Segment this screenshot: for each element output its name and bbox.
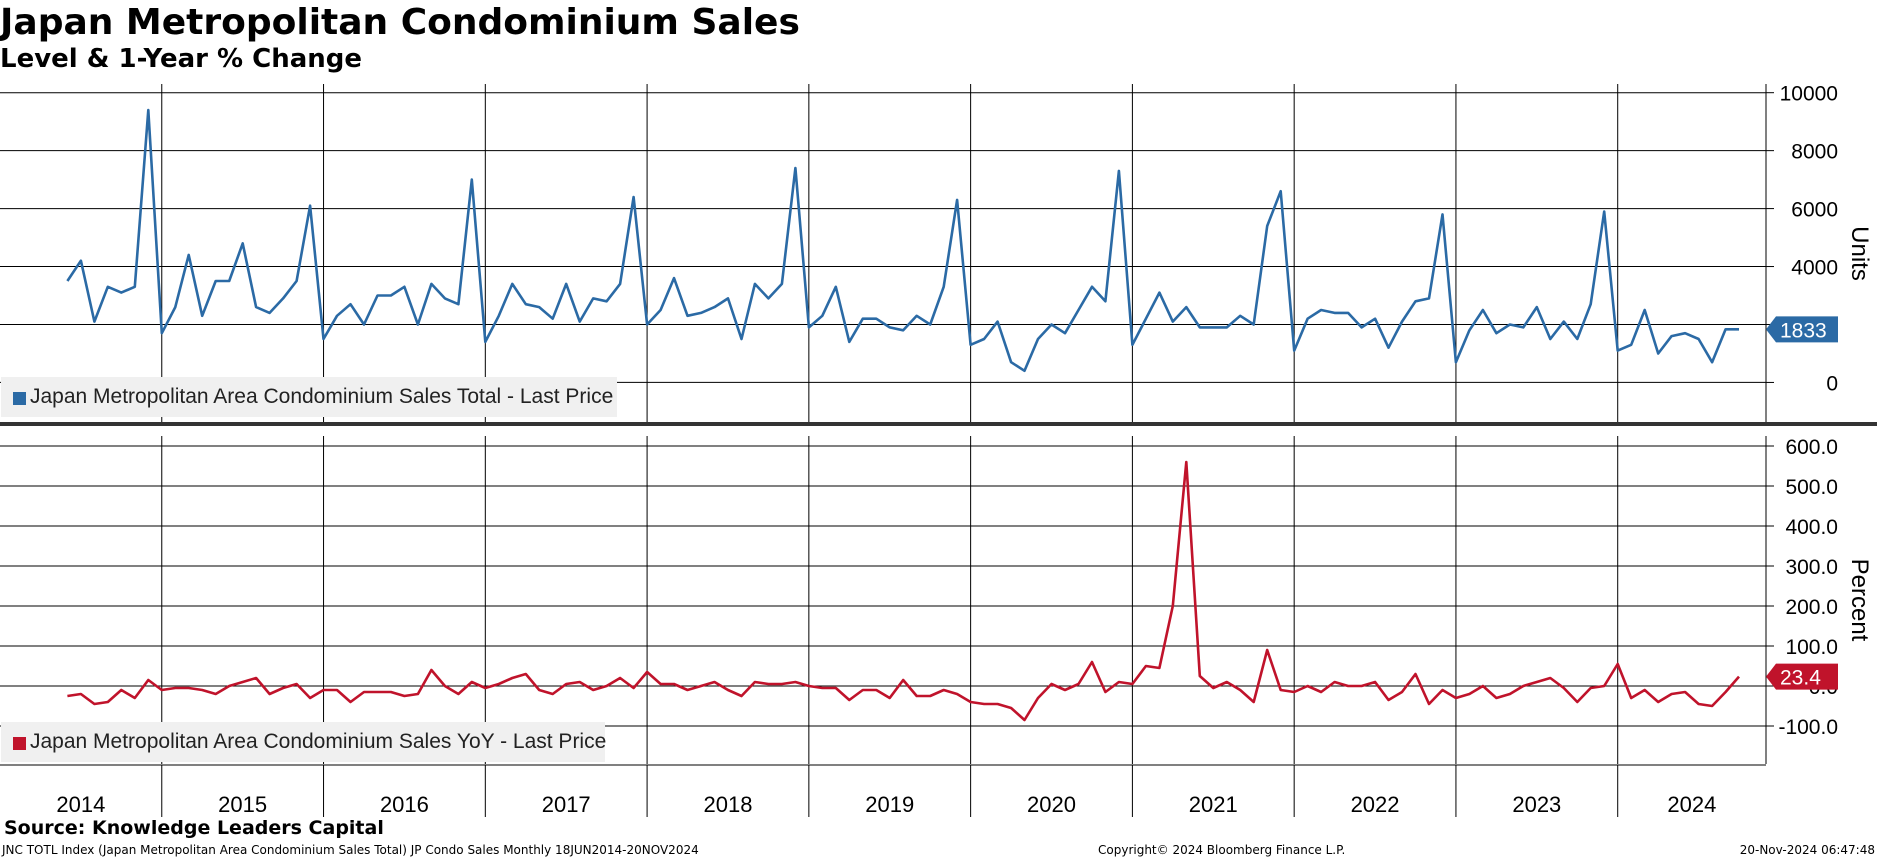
yoy-ytick-label: 300.0 — [1785, 556, 1838, 579]
yoy-ytick-label: 200.0 — [1785, 596, 1838, 619]
yoy-ytick-label: 600.0 — [1785, 436, 1838, 459]
level-ytick-label: 0 — [1826, 372, 1838, 395]
legend-yoy: Japan Metropolitan Area Condominium Sale… — [1, 722, 607, 762]
yoy-ytick-label: 400.0 — [1785, 516, 1838, 539]
index-info: JNC TOTL Index (Japan Metropolitan Area … — [2, 843, 699, 857]
x-tick-label: 2016 — [380, 792, 429, 817]
yoy-ytick-label: 500.0 — [1785, 476, 1838, 499]
level-ytick-label: 6000 — [1791, 199, 1838, 222]
legend-yoy-label: Japan Metropolitan Area Condominium Sale… — [30, 730, 607, 753]
legend-yoy-swatch — [13, 737, 26, 750]
x-tick-label: 2018 — [703, 792, 752, 817]
x-tick-label: 2020 — [1027, 792, 1076, 817]
legend-level-label: Japan Metropolitan Area Condominium Sale… — [30, 385, 614, 408]
yoy-ytick-label: 100.0 — [1785, 636, 1838, 659]
x-tick-label: 2024 — [1667, 792, 1716, 817]
timestamp: 20-Nov-2024 06:47:48 — [1739, 843, 1875, 857]
level-ytick-label: 4000 — [1791, 257, 1838, 280]
legend-level: Japan Metropolitan Area Condominium Sale… — [1, 377, 617, 417]
x-tick-label: 2022 — [1351, 792, 1400, 817]
level-axis-title: Units — [1846, 226, 1873, 281]
x-tick-label: 2017 — [542, 792, 591, 817]
chart-title: Japan Metropolitan Condominium Sales — [0, 2, 800, 43]
x-tick-label: 2021 — [1189, 792, 1238, 817]
legend-level-swatch — [13, 392, 26, 405]
level-last-value-label: 1833 — [1780, 319, 1827, 342]
source-note: Source: Knowledge Leaders Capital — [4, 817, 384, 839]
x-tick-label: 2023 — [1512, 792, 1561, 817]
level-ytick-label: 10000 — [1780, 83, 1838, 106]
yoy-series-line — [67, 460, 1740, 722]
x-tick-label: 2019 — [865, 792, 914, 817]
level-ytick-label: 8000 — [1791, 141, 1838, 164]
level-series-line — [66, 108, 1739, 373]
chart-subtitle: Level & 1-Year % Change — [0, 44, 363, 74]
yoy-last-value-tag — [1766, 663, 1838, 690]
yoy-axis-title: Percent — [1846, 559, 1873, 642]
yoy-last-value-label: 23.4 — [1780, 667, 1821, 690]
x-tick-label: 2014 — [56, 792, 105, 817]
level-last-value-tag — [1766, 316, 1838, 343]
x-tick-label: 2015 — [218, 792, 267, 817]
copyright: Copyright© 2024 Bloomberg Finance L.P. — [1098, 843, 1346, 857]
yoy-ytick-label: -100.0 — [1778, 716, 1838, 739]
